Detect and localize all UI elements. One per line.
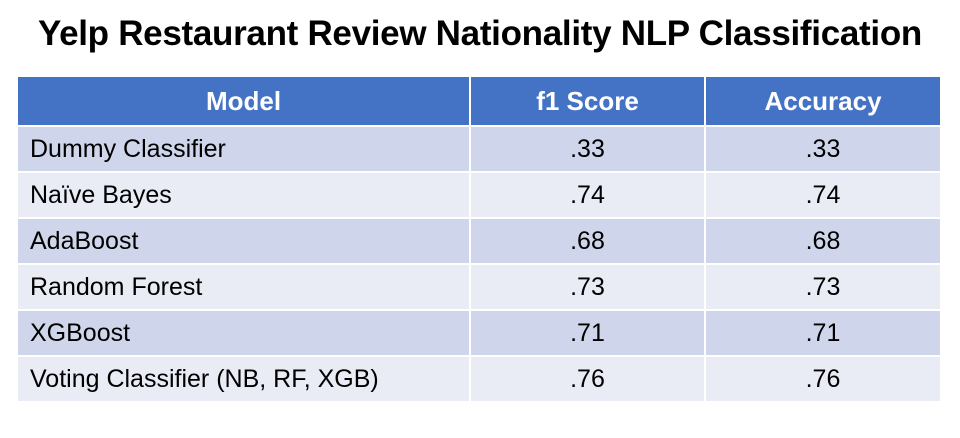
table-row: Voting Classifier (NB, RF, XGB) .76 .76 — [16, 355, 942, 403]
f1-score-cell: .76 — [469, 355, 706, 403]
f1-score-cell: .71 — [469, 309, 706, 357]
model-cell: Dummy Classifier — [16, 125, 471, 173]
f1-score-cell: .74 — [469, 171, 706, 219]
table-row: XGBoost .71 .71 — [16, 309, 942, 357]
table-header-row: Model f1 Score Accuracy — [16, 75, 942, 127]
f1-score-cell: .33 — [469, 125, 706, 173]
model-cell: Voting Classifier (NB, RF, XGB) — [16, 355, 471, 403]
f1-score-cell: .68 — [469, 217, 706, 265]
table-row: Dummy Classifier .33 .33 — [16, 125, 942, 173]
accuracy-cell: .73 — [704, 263, 942, 311]
accuracy-cell: .71 — [704, 309, 942, 357]
table-row: AdaBoost .68 .68 — [16, 217, 942, 265]
model-cell: Naïve Bayes — [16, 171, 471, 219]
column-header-f1-score: f1 Score — [469, 75, 706, 127]
accuracy-cell: .68 — [704, 217, 942, 265]
results-table: Model f1 Score Accuracy Dummy Classifier… — [16, 75, 942, 403]
column-header-accuracy: Accuracy — [704, 75, 942, 127]
column-header-model: Model — [16, 75, 471, 127]
model-cell: Random Forest — [16, 263, 471, 311]
accuracy-cell: .76 — [704, 355, 942, 403]
accuracy-cell: .74 — [704, 171, 942, 219]
table-row: Naïve Bayes .74 .74 — [16, 171, 942, 219]
model-cell: AdaBoost — [16, 217, 471, 265]
page-title: Yelp Restaurant Review Nationality NLP C… — [37, 14, 922, 53]
model-cell: XGBoost — [16, 309, 471, 357]
table-row: Random Forest .73 .73 — [16, 263, 942, 311]
f1-score-cell: .73 — [469, 263, 706, 311]
accuracy-cell: .33 — [704, 125, 942, 173]
